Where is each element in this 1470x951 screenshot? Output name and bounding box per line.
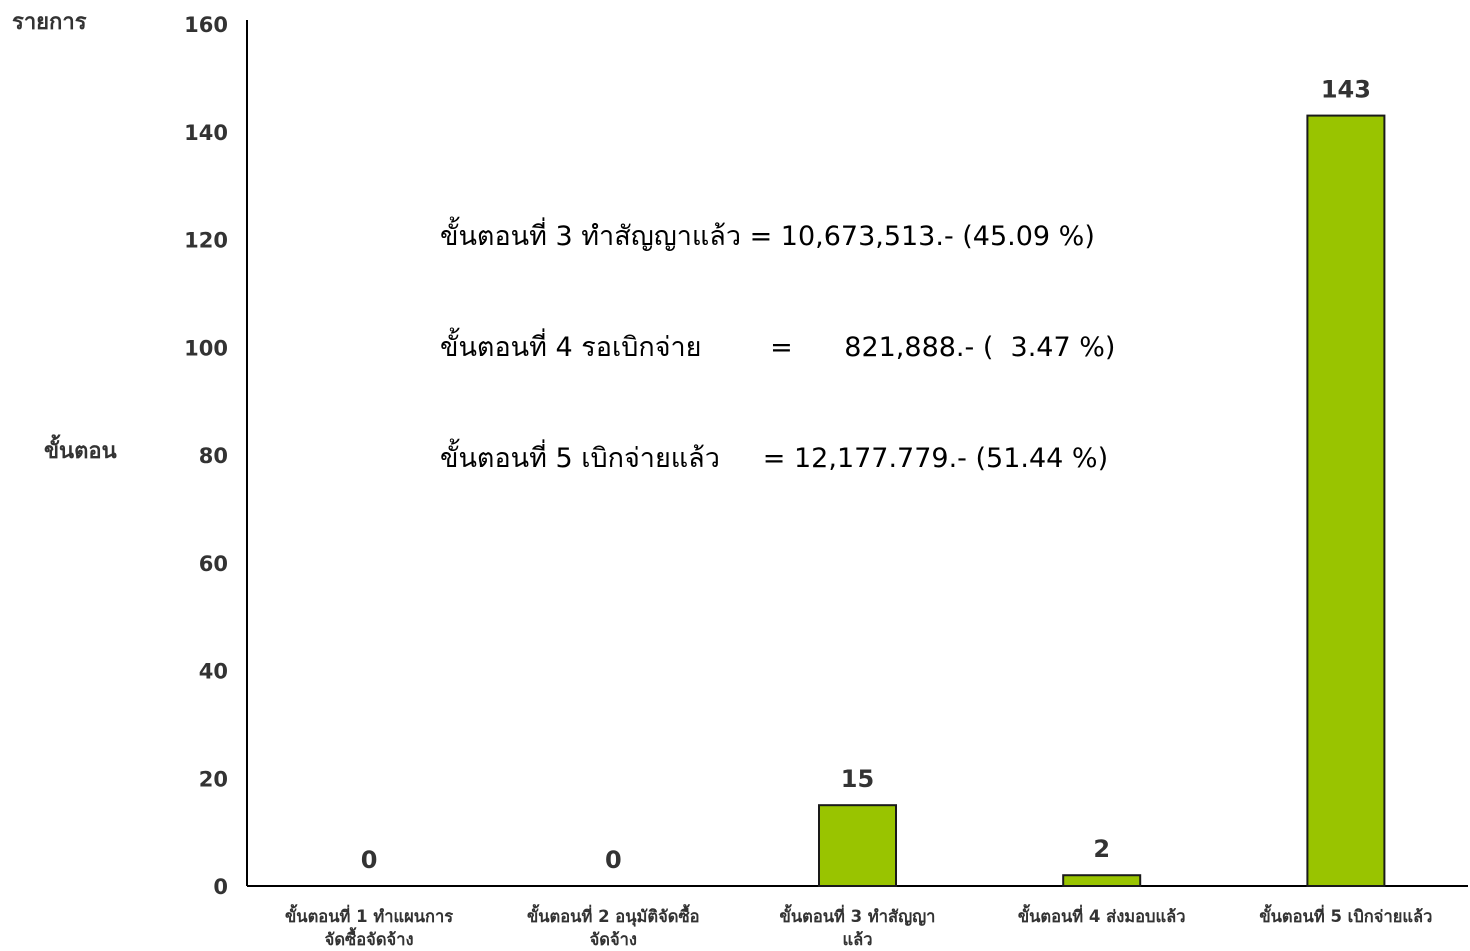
y-tick-label: 40 — [199, 660, 228, 684]
annotation-line-3: ขั้นตอนที่ 5 เบิกจ่ายแล้ว = 12,177.779.-… — [440, 443, 1109, 474]
x-tick-label: จัดจ้าง — [590, 930, 637, 949]
bar — [818, 804, 897, 887]
data-label: 0 — [361, 846, 378, 874]
y-tick-label: 0 — [213, 875, 228, 899]
y-tick-label: 60 — [199, 552, 228, 576]
data-label: 15 — [841, 765, 874, 793]
x-tick-label: ขั้นตอนที่ 2 อนุมัติจัดซื้อ — [527, 904, 700, 927]
y-tick-label: 140 — [184, 121, 228, 145]
bar — [1062, 874, 1142, 887]
annotation-line-2: ขั้นตอนที่ 4 รอเบิกจ่าย = 821,888.- ( 3.… — [440, 332, 1116, 363]
summary-annotation: ขั้นตอนที่ 3 ทำสัญญาแล้ว = 10,673,513.- … — [440, 144, 1115, 514]
y-axis-label-top: รายการ — [12, 10, 87, 35]
y-axis-label-mid: ขั้นตอน — [44, 439, 117, 464]
data-label: 0 — [605, 846, 622, 874]
y-tick-label: 120 — [184, 229, 228, 253]
annotation-line-1: ขั้นตอนที่ 3 ทำสัญญาแล้ว = 10,673,513.- … — [440, 221, 1095, 252]
x-tick-label: ขั้นตอนที่ 3 ทำสัญญา — [780, 904, 936, 927]
y-tick-label: 160 — [184, 13, 228, 37]
bar — [1306, 114, 1386, 887]
y-tick-label: 20 — [199, 767, 228, 791]
x-tick-label: ขั้นตอนที่ 4 ส่งมอบแล้ว — [1018, 904, 1186, 926]
x-tick-label: ขั้นตอนที่ 5 เบิกจ่ายแล้ว — [1259, 904, 1432, 926]
x-tick-label: แล้ว — [842, 930, 872, 949]
y-tick-label: 80 — [199, 444, 228, 468]
x-tick-label: จัดซื้อจัดจ้าง — [325, 927, 414, 949]
x-tick-label: ขั้นตอนที่ 1 ทำแผนการ — [285, 904, 453, 926]
data-label: 2 — [1093, 835, 1110, 863]
data-label: 143 — [1321, 76, 1371, 104]
y-tick-label: 100 — [184, 336, 228, 360]
